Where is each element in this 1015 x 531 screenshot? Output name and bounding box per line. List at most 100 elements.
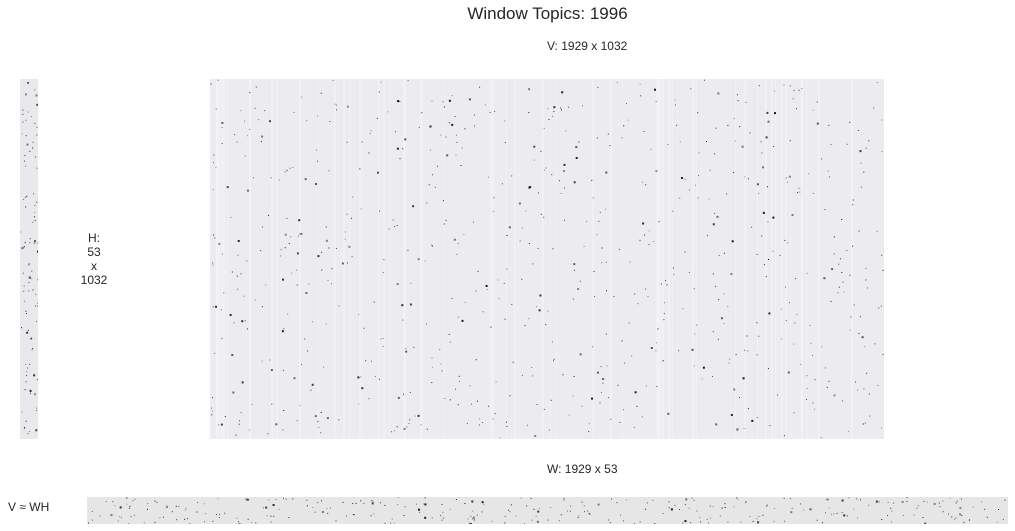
w-matrix-cell (684, 520, 687, 523)
v-matrix-cell (606, 290, 607, 292)
v-matrix-cell (494, 413, 496, 415)
h-matrix-cell (27, 367, 29, 369)
v-matrix-cell (325, 226, 327, 228)
w-matrix-cell (197, 501, 198, 503)
v-matrix-stripe (806, 79, 807, 439)
w-matrix-cell (955, 502, 957, 504)
w-matrix-cell (441, 519, 443, 521)
v-matrix-cell (531, 367, 533, 368)
h-matrix-cell (25, 206, 27, 208)
w-matrix-cell (329, 507, 331, 509)
v-matrix-cell (410, 282, 412, 284)
v-matrix-cell (674, 99, 676, 101)
v-matrix-cell (667, 144, 669, 145)
v-matrix-cell (543, 216, 545, 218)
v-matrix-cell (472, 221, 474, 223)
v-matrix-cell (622, 409, 624, 411)
w-matrix-cell (481, 501, 484, 504)
v-matrix-cell (758, 85, 760, 87)
v-matrix-cell (689, 189, 691, 191)
v-matrix-cell (853, 304, 855, 306)
v-matrix-cell (469, 385, 471, 387)
v-matrix-stripe (672, 79, 673, 439)
h-matrix-cell (32, 289, 34, 291)
v-matrix-cell (860, 186, 862, 188)
v-matrix-cell (743, 428, 745, 429)
w-matrix-cell (238, 521, 239, 523)
v-matrix-cell (471, 403, 472, 405)
v-matrix-cell (338, 419, 340, 421)
v-matrix-cell (261, 135, 264, 138)
w-matrix-cell (536, 520, 539, 523)
v-matrix-cell (655, 170, 658, 173)
v-matrix-cell (431, 382, 433, 384)
h-matrix-cell (34, 393, 37, 396)
w-matrix-cell (154, 500, 156, 502)
w-matrix-cell (954, 519, 955, 521)
v-matrix-cell (774, 90, 776, 92)
v-matrix-cell (744, 176, 746, 178)
v-matrix-cell (605, 333, 607, 335)
v-matrix-cell (548, 429, 550, 431)
w-matrix-cell (589, 513, 591, 515)
w-matrix-background (87, 497, 1008, 524)
v-matrix-stripe (622, 79, 623, 439)
v-matrix-cell (830, 300, 832, 302)
w-matrix-cell (868, 504, 870, 506)
v-matrix-cell (873, 107, 875, 109)
w-matrix-cell (215, 514, 217, 515)
v-matrix-cell (232, 391, 235, 394)
v-matrix-stripe (334, 79, 336, 439)
v-matrix-cell (837, 292, 839, 294)
v-matrix-cell (583, 245, 585, 247)
v-matrix-cell (380, 81, 382, 83)
v-matrix-cell (237, 254, 239, 256)
v-matrix-cell (506, 426, 508, 427)
h-matrix-label-line: 1032 (80, 273, 108, 287)
v-matrix-cell (592, 346, 594, 348)
h-matrix-cell (23, 199, 25, 201)
v-matrix-cell (798, 89, 800, 91)
w-matrix-cell (841, 512, 843, 513)
w-matrix-cell (292, 498, 294, 500)
v-matrix-cell (706, 141, 707, 142)
v-matrix-cell (751, 419, 754, 422)
v-matrix-cell (799, 191, 801, 193)
v-matrix-cell (624, 362, 626, 364)
v-matrix-cell (426, 202, 428, 204)
v-matrix-label: V: 1929 x 1032 (547, 39, 628, 53)
v-matrix-cell (560, 107, 561, 109)
v-matrix-cell (613, 296, 615, 298)
v-matrix-cell (221, 143, 223, 145)
v-matrix-cell (439, 349, 441, 351)
w-matrix-cell (609, 522, 611, 524)
w-matrix-cell (397, 504, 399, 506)
v-matrix-cell (594, 296, 596, 297)
v-matrix-cell (360, 208, 362, 210)
v-matrix-cell (543, 169, 545, 171)
v-matrix-cell (578, 141, 580, 143)
w-matrix-cell (783, 497, 785, 499)
v-matrix-cell (843, 291, 845, 293)
v-matrix-stripe (272, 79, 273, 439)
v-matrix-cell (469, 98, 471, 101)
v-matrix-cell (528, 318, 530, 320)
w-matrix-cell (266, 515, 268, 517)
w-matrix-cell (321, 500, 322, 502)
v-matrix-cell (414, 415, 416, 417)
v-matrix-cell (267, 433, 269, 435)
v-matrix-cell (300, 232, 303, 235)
v-matrix-cell (448, 99, 451, 102)
v-matrix-cell (221, 122, 224, 124)
v-matrix-cell (455, 134, 457, 136)
v-matrix-cell (284, 247, 286, 249)
w-matrix-cell (766, 505, 768, 507)
h-matrix-cell (28, 290, 30, 292)
v-matrix-cell (601, 247, 603, 249)
v-matrix-cell (642, 181, 644, 183)
v-matrix-cell (726, 193, 728, 195)
v-matrix-cell (637, 303, 639, 305)
w-matrix-cell (608, 519, 610, 521)
w-matrix-cell (418, 508, 420, 511)
h-matrix-cell (36, 167, 38, 169)
